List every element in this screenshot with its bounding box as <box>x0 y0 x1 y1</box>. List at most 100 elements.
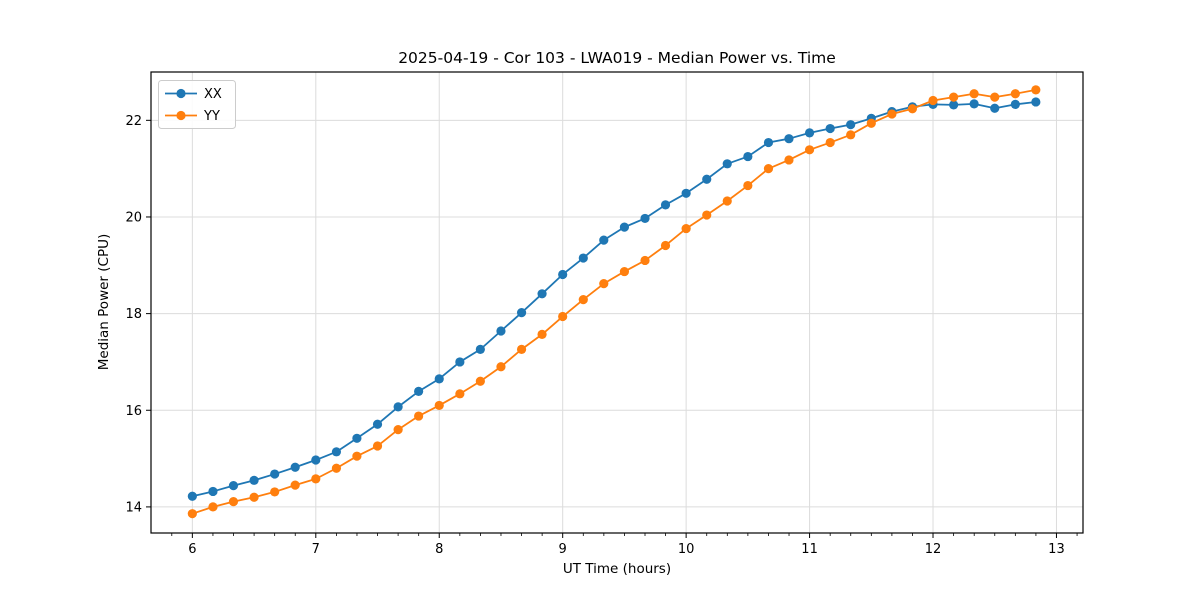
data-point-yy <box>516 344 527 354</box>
tick-layer: 6 7 8 9 10 11 12 13 14 16 18 20 22 <box>125 114 1078 557</box>
data-point-yy <box>969 89 979 99</box>
data-point-yy <box>414 411 424 421</box>
data-point-yy <box>681 223 691 234</box>
data-point-yy <box>825 137 835 148</box>
data-point-xx <box>619 222 630 232</box>
data-point-xx <box>784 134 794 144</box>
data-point-xx <box>702 174 712 184</box>
data-point-yy <box>928 95 938 106</box>
data-point-xx <box>372 419 383 429</box>
data-point-xx <box>990 103 1000 113</box>
legend-label-xx: XX <box>204 87 222 102</box>
legend-marker-yy <box>176 110 186 121</box>
data-point-yy <box>907 104 918 114</box>
data-point-xx <box>681 188 691 198</box>
data-point-yy <box>722 196 732 206</box>
data-point-xx <box>249 475 259 485</box>
data-point-yy <box>475 376 485 386</box>
data-point-yy <box>846 130 856 140</box>
data-point-yy <box>887 109 897 119</box>
data-point-yy <box>537 329 547 339</box>
y-axis-label: Median Power (CPU) <box>96 234 112 370</box>
data-point-yy <box>866 118 876 128</box>
data-point-xx <box>949 100 959 110</box>
data-point-yy <box>1010 89 1020 99</box>
y-tick-label: 14 <box>125 500 142 515</box>
data-point-yy <box>949 92 959 102</box>
data-point-xx <box>578 253 588 263</box>
chart-title: 2025-04-19 - Cor 103 - LWA019 - Median P… <box>398 49 836 67</box>
data-point-yy <box>290 480 300 490</box>
data-point-xx <box>311 455 321 465</box>
data-point-yy <box>702 210 712 220</box>
data-point-xx <box>969 99 979 109</box>
data-point-xx <box>516 308 527 318</box>
data-point-xx <box>331 447 342 457</box>
data-point-xx <box>208 486 218 497</box>
data-point-xx <box>660 200 671 210</box>
series-line-yy <box>192 88 1037 515</box>
plot-area <box>150 71 1084 534</box>
legend: XX YY <box>158 80 236 129</box>
data-point-yy <box>187 509 197 519</box>
x-tick-label: 7 <box>312 542 320 557</box>
data-point-yy <box>393 424 403 435</box>
x-tick-label: 11 <box>801 542 818 557</box>
data-point-xx <box>1031 97 1041 107</box>
data-point-yy <box>784 155 794 165</box>
x-tick-label: 13 <box>1048 542 1065 557</box>
data-point-xx <box>414 386 424 397</box>
data-point-yy <box>1031 85 1041 95</box>
data-point-xx <box>599 235 609 245</box>
data-point-yy <box>743 180 753 191</box>
data-point-xx <box>640 213 650 224</box>
legend-box <box>158 80 236 129</box>
data-point-xx <box>846 120 856 130</box>
x-tick-label: 9 <box>559 542 567 557</box>
data-point-yy <box>640 255 650 266</box>
data-point-yy <box>619 266 630 277</box>
data-point-yy <box>455 389 465 399</box>
data-point-xx <box>434 374 444 384</box>
data-point-yy <box>578 295 588 305</box>
data-point-xx <box>558 269 568 280</box>
data-point-yy <box>496 362 506 372</box>
data-point-yy <box>311 474 321 484</box>
data-point-yy <box>372 441 383 451</box>
data-point-xx <box>1010 99 1020 109</box>
series-line-xx <box>192 101 1036 498</box>
legend-marker-xx <box>176 88 186 99</box>
data-point-xx <box>270 469 280 479</box>
grid-layer <box>151 72 1083 533</box>
data-point-yy <box>804 145 815 155</box>
data-point-xx <box>804 128 815 138</box>
y-tick-label: 16 <box>125 404 142 419</box>
x-tick-label: 8 <box>435 542 443 557</box>
data-point-xx <box>187 491 197 501</box>
series-layer <box>187 85 1041 519</box>
data-point-yy <box>228 496 239 507</box>
data-point-yy <box>208 502 218 512</box>
data-point-yy <box>270 487 280 497</box>
data-point-xx <box>455 357 465 367</box>
data-point-xx <box>825 123 835 134</box>
data-point-yy <box>763 164 774 174</box>
x-tick-label: 12 <box>925 542 942 557</box>
data-point-yy <box>558 311 568 322</box>
x-axis-label: UT Time (hours) <box>563 561 671 577</box>
data-point-yy <box>352 451 362 461</box>
data-point-yy <box>249 492 259 502</box>
data-point-xx <box>743 151 753 162</box>
data-point-xx <box>475 344 485 354</box>
data-point-xx <box>763 137 774 148</box>
y-tick-label: 18 <box>125 307 142 322</box>
data-point-yy <box>331 463 342 473</box>
data-point-yy <box>660 240 671 251</box>
legend-label-yy: YY <box>203 109 220 124</box>
data-point-xx <box>393 402 403 412</box>
y-tick-label: 22 <box>125 114 142 129</box>
data-point-xx <box>537 289 547 299</box>
data-point-xx <box>496 326 506 336</box>
